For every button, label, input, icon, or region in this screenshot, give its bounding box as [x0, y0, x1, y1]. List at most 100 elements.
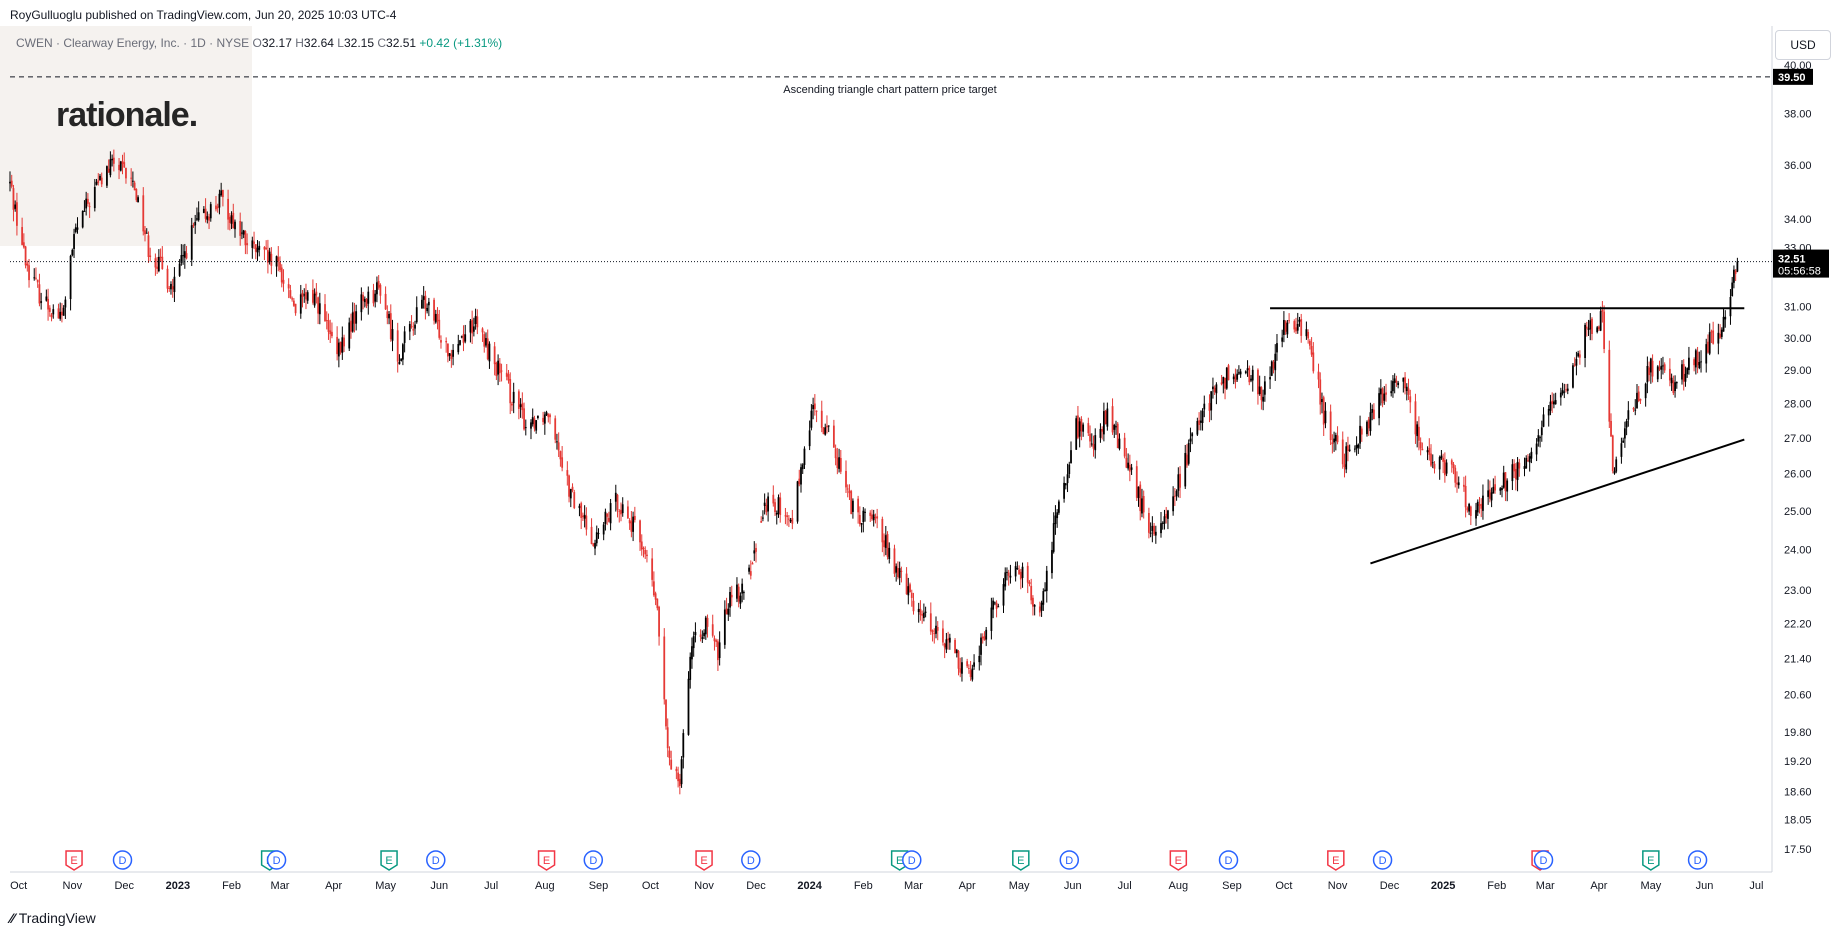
candle	[583, 505, 586, 528]
candle	[88, 202, 91, 218]
candle-body	[457, 343, 460, 353]
candle	[561, 446, 564, 472]
candle-body	[384, 293, 387, 310]
candle-body	[682, 733, 685, 758]
candle	[1610, 413, 1612, 437]
candle-body	[609, 503, 612, 524]
candle	[957, 649, 960, 676]
candle-body	[680, 759, 683, 785]
candle-body	[376, 282, 378, 295]
candle	[910, 589, 913, 607]
candle	[850, 489, 853, 515]
candle-body	[47, 298, 49, 310]
candle-body	[36, 279, 39, 283]
time-tick-label: May	[1640, 880, 1661, 892]
candle-body	[450, 354, 453, 359]
candle	[1563, 383, 1566, 399]
candle-body	[1163, 516, 1166, 524]
candle	[767, 492, 770, 522]
candle-body	[1390, 391, 1393, 394]
candle	[351, 302, 354, 333]
dividend-icon: D	[112, 850, 133, 870]
candle	[57, 303, 60, 319]
candle-body	[910, 592, 913, 598]
candle	[1300, 313, 1303, 343]
candle	[592, 542, 595, 547]
candle-body	[1620, 443, 1623, 457]
candle	[86, 193, 89, 207]
candle	[749, 560, 752, 580]
candle	[1611, 434, 1614, 474]
candle	[270, 247, 273, 275]
candle-body	[869, 512, 872, 516]
candle-body	[1373, 409, 1375, 420]
price-tick-label: 36.00	[1784, 160, 1812, 172]
candle	[1040, 600, 1043, 617]
candle-body	[277, 257, 280, 262]
candle-body	[73, 234, 75, 249]
candle-body	[692, 636, 695, 649]
candle-body	[1734, 270, 1737, 274]
candle-body	[194, 221, 197, 226]
time-tick-label: 2025	[1431, 880, 1455, 892]
candle	[1220, 374, 1223, 386]
currency-button[interactable]: USD	[1775, 30, 1831, 60]
candle-body	[1535, 443, 1538, 455]
candle	[1002, 578, 1005, 613]
candle	[1030, 578, 1033, 605]
candle-body	[1199, 420, 1202, 423]
candle-body	[317, 297, 319, 314]
candle-body	[943, 643, 946, 648]
candle	[869, 510, 872, 523]
candle	[396, 322, 399, 373]
candle-body	[820, 410, 823, 428]
candle-body	[545, 412, 548, 416]
candle-body	[1393, 378, 1396, 383]
candle	[254, 244, 257, 260]
candle	[597, 528, 600, 539]
candle-body	[107, 168, 110, 173]
candle-body	[1663, 364, 1666, 371]
candle-body	[1463, 484, 1465, 487]
candle	[1658, 360, 1661, 372]
candle	[505, 363, 508, 381]
candle-body	[699, 634, 702, 637]
target-price-tag	[1773, 68, 1813, 85]
candle	[1312, 342, 1315, 374]
candle-body	[306, 292, 309, 301]
candle	[1123, 432, 1126, 459]
candle	[1232, 373, 1235, 385]
candle-body	[1452, 464, 1455, 469]
candle	[872, 509, 875, 527]
candle-body	[61, 311, 63, 316]
dividend-badge-shape	[1372, 850, 1393, 870]
candle	[227, 189, 229, 230]
footer-brand[interactable]: ⁄⁄ TradingView	[10, 910, 96, 926]
candle	[1357, 443, 1360, 454]
candle-body	[718, 642, 721, 659]
open-label: O	[252, 36, 262, 50]
candle	[1341, 431, 1344, 469]
candle	[1258, 375, 1261, 396]
candle	[1705, 338, 1708, 373]
candle	[450, 349, 453, 368]
candle-body	[1187, 442, 1190, 464]
candle	[1672, 375, 1675, 396]
candle-body	[1018, 569, 1020, 575]
candle	[1151, 516, 1154, 543]
candle-body	[689, 656, 692, 680]
candle-body	[1165, 513, 1168, 518]
candle	[1559, 387, 1562, 406]
candle-body	[895, 566, 898, 573]
candle-body	[1312, 352, 1315, 372]
candle-body	[350, 320, 352, 332]
candle-body	[130, 177, 133, 179]
candle	[360, 287, 363, 321]
candle-body	[379, 284, 382, 296]
candle	[654, 591, 657, 606]
candle	[171, 278, 174, 298]
candle-body	[905, 573, 908, 595]
candle-body	[967, 668, 970, 670]
candle-body	[497, 360, 499, 375]
